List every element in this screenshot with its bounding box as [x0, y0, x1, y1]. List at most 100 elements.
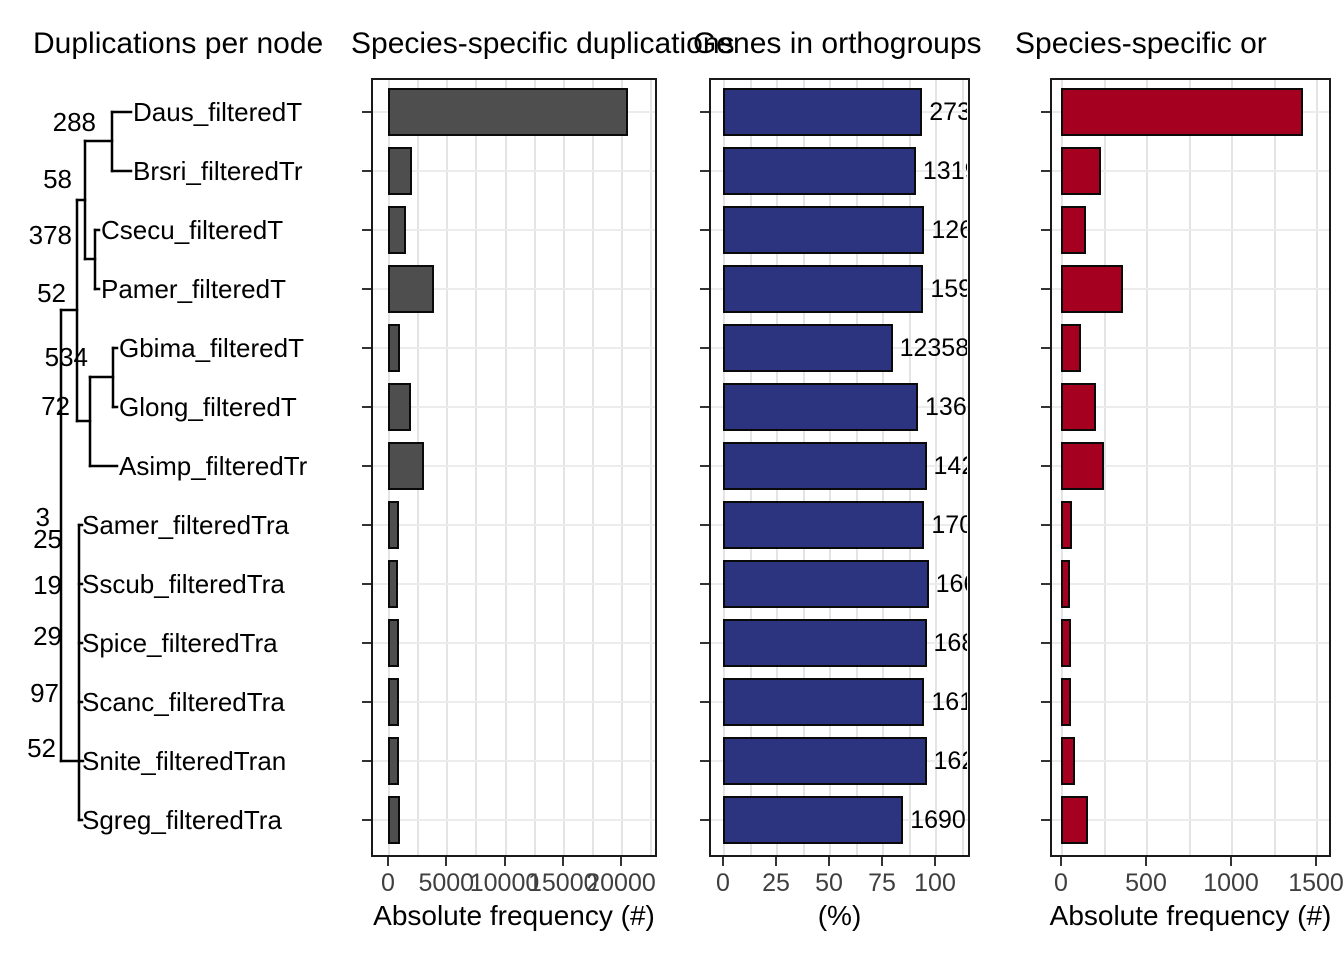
x-axis-tick	[1060, 857, 1062, 866]
x-axis-tick	[387, 857, 389, 866]
gridline	[475, 78, 478, 857]
y-axis-tick	[700, 406, 709, 408]
gridline	[1273, 78, 1276, 857]
gridline	[533, 78, 536, 857]
tree-tip-label: Asimp_filteredTr	[119, 451, 308, 481]
bar-value-label: 273	[929, 98, 967, 126]
bar-Csecu_filteredT	[1061, 206, 1086, 254]
x-axis-tick	[722, 857, 724, 866]
gridline	[371, 229, 657, 231]
bar-Scanc_filteredTra	[388, 678, 400, 726]
bar-value-label: 170	[931, 511, 967, 539]
bar-Snite_filteredTran	[1061, 737, 1075, 785]
x-axis-tick	[1315, 857, 1317, 866]
y-axis-tick	[700, 819, 709, 821]
bar-value-label: 136	[925, 393, 967, 421]
y-axis-tick	[362, 701, 371, 703]
bar-Sgreg_filteredTra	[1061, 796, 1088, 844]
bar-Csecu_filteredT	[388, 206, 407, 254]
bar-value-label: 161	[931, 688, 967, 716]
gridline	[504, 78, 507, 857]
tree-tip-label: Gbima_filteredT	[119, 333, 304, 363]
gridline	[1050, 465, 1331, 467]
x-axis-tick-label: 5000	[418, 869, 475, 897]
gridline	[1050, 642, 1331, 644]
gridline	[1050, 701, 1331, 703]
bar-Sgreg_filteredTra	[723, 796, 904, 844]
x-axis-tick-label: 0	[1054, 869, 1068, 897]
y-axis-tick	[362, 760, 371, 762]
bar-Sscub_filteredTra	[1061, 560, 1070, 608]
x-axis-tick	[445, 857, 448, 866]
tree-tip-label: Pamer_filteredT	[101, 274, 286, 304]
bar-value-label: 1319	[922, 157, 967, 185]
bar-Snite_filteredTran	[723, 737, 927, 785]
gridline	[1103, 78, 1106, 857]
gridline	[1050, 760, 1331, 762]
gridline	[1050, 288, 1331, 290]
y-axis-tick	[1041, 760, 1050, 762]
y-axis-tick	[1041, 819, 1050, 821]
bar-Scanc_filteredTra	[1061, 678, 1071, 726]
y-axis-tick	[1041, 642, 1050, 644]
bar-Asimp_filteredTr	[388, 442, 425, 490]
x-axis-tick-label: 100	[914, 869, 956, 897]
x-axis-tick-label: 0	[381, 869, 395, 897]
tree-tip-label: Sgreg_filteredTra	[82, 805, 282, 835]
gridline	[591, 78, 594, 857]
y-axis-tick	[362, 583, 371, 585]
y-axis-tick	[1041, 229, 1050, 231]
y-axis-tick	[700, 229, 709, 231]
tree-node-label: 72	[41, 391, 70, 421]
bar-Samer_filteredTra	[723, 501, 925, 549]
x-axis-tick	[503, 857, 506, 866]
gridline	[371, 583, 657, 585]
gridline	[562, 78, 565, 857]
x-axis-tick-label: 10000	[469, 869, 540, 897]
y-axis-tick	[700, 347, 709, 349]
tree-tip-label: Samer_filteredTra	[82, 510, 290, 540]
y-axis-tick	[700, 701, 709, 703]
y-axis-tick	[700, 524, 709, 526]
bar-Glong_filteredT	[723, 383, 919, 431]
bar-Spice_filteredTra	[723, 619, 927, 667]
panel-duplications-bars: 0 5000 10000 15000 20000 Absolute frequency (…	[362, 78, 657, 931]
tree-node-label: 29	[33, 621, 62, 651]
y-axis-tick	[362, 347, 371, 349]
bar-Csecu_filteredT	[723, 206, 925, 254]
y-axis-tick	[700, 642, 709, 644]
y-axis-tick	[1041, 347, 1050, 349]
y-axis-tick	[362, 819, 371, 821]
bar-value-label: 12358	[899, 334, 967, 362]
phylo-tree-lines	[59, 110, 133, 822]
x-axis-tick	[620, 857, 622, 866]
x-axis-tick-label: 0	[716, 869, 730, 897]
y-axis-tick	[700, 465, 709, 467]
gridline	[1050, 406, 1331, 408]
x-axis-tick	[1230, 857, 1232, 866]
bar-Sscub_filteredTra	[388, 560, 399, 608]
bar-Daus_filteredT	[1061, 88, 1304, 136]
y-axis-tick	[700, 583, 709, 585]
gridline	[1188, 78, 1191, 857]
x-axis-title: (%)	[817, 900, 862, 931]
tree-tip-label: Spice_filteredTra	[82, 628, 278, 658]
y-axis-tick	[362, 406, 371, 408]
bar-Sscub_filteredTra	[723, 560, 929, 608]
bar-value-label: 126	[931, 216, 967, 244]
gridline	[1146, 78, 1148, 857]
bar-value-label: 159	[930, 275, 967, 303]
x-axis-tick	[561, 857, 564, 866]
y-axis-tick	[700, 288, 709, 290]
tree-node-label: 58	[43, 164, 72, 194]
gridline	[1050, 229, 1331, 231]
x-axis-title: Absolute frequency (#)	[1049, 900, 1332, 931]
bar-Glong_filteredT	[388, 383, 411, 431]
y-axis-tick	[1041, 170, 1050, 172]
gridline	[1050, 583, 1331, 585]
gridline	[371, 347, 657, 349]
gridline	[1231, 78, 1233, 857]
y-axis-tick	[362, 524, 371, 526]
bar-Gbima_filteredT	[723, 324, 893, 372]
